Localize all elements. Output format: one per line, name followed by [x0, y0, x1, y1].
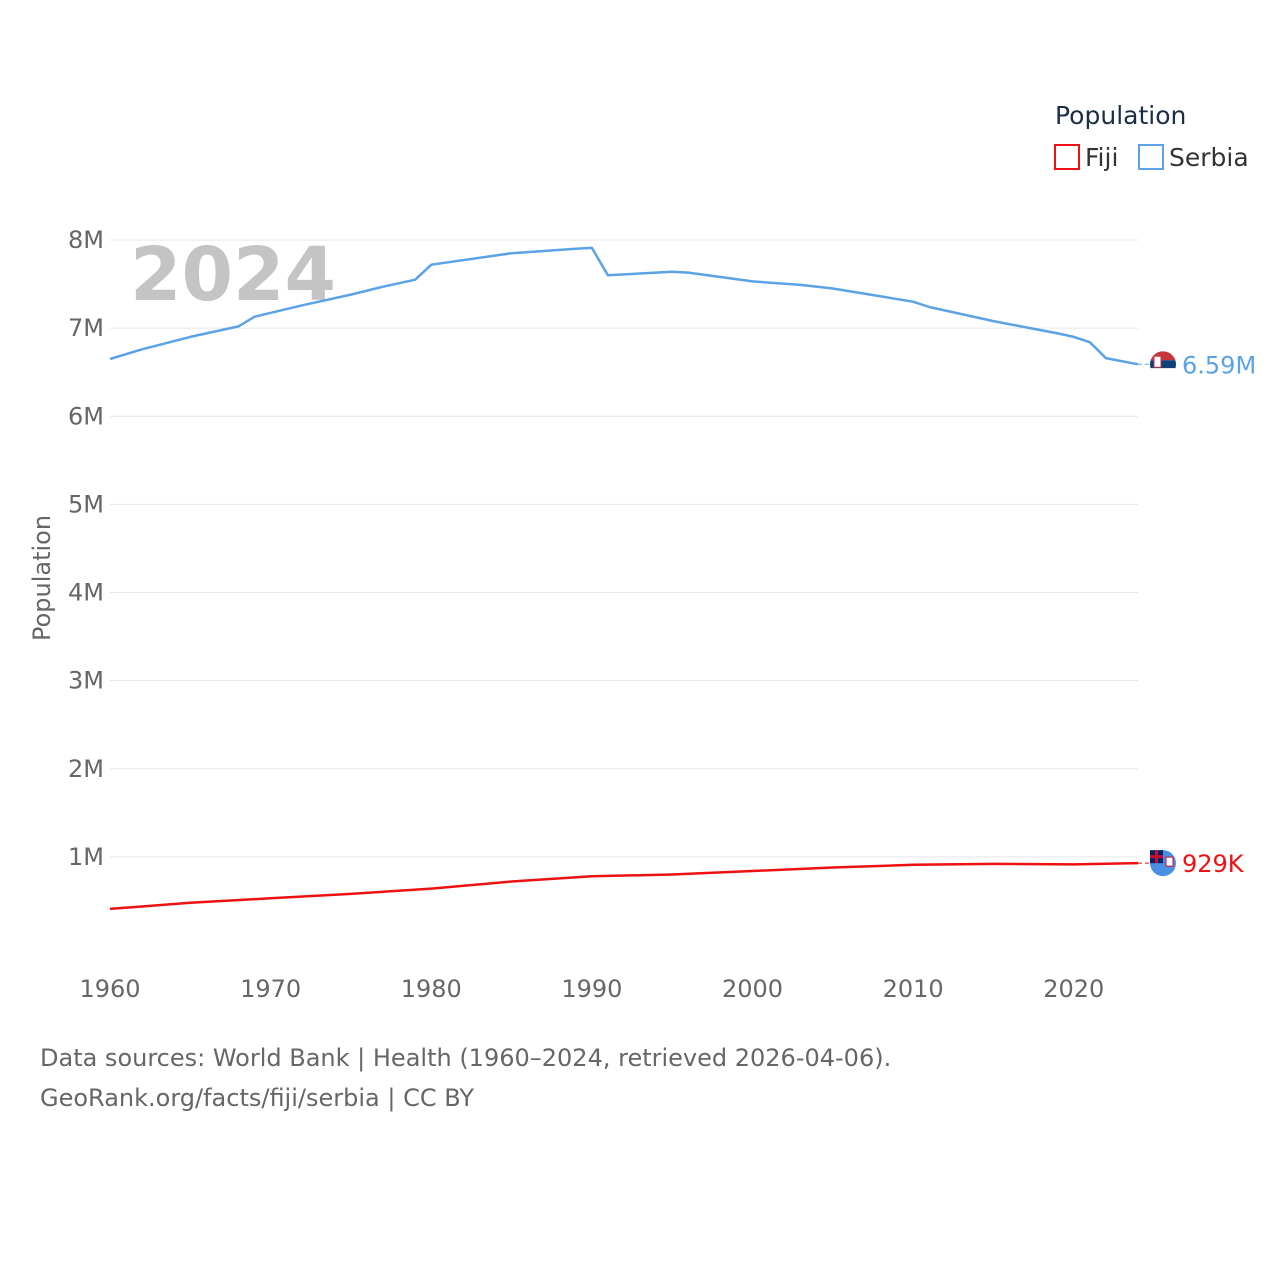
flag-icon-fiji	[1150, 850, 1176, 877]
gridlines	[110, 239, 1138, 858]
y-axis-label: Population	[28, 515, 56, 641]
y-tick-label: 7M	[68, 314, 104, 342]
legend-swatch-serbia	[1138, 144, 1164, 170]
y-axis-ticks: 1M 2M 3M 4M 5M 6M 7M 8M	[68, 226, 104, 871]
legend: Population Fiji Serbia	[1054, 101, 1249, 172]
year-watermark: 2024	[130, 232, 336, 318]
series-lines	[109, 246, 1139, 911]
x-tick-label: 1960	[79, 975, 140, 1003]
end-label-fiji: 929K	[1182, 850, 1245, 878]
y-tick-label: 4M	[68, 579, 104, 607]
y-tick-label: 2M	[68, 755, 104, 783]
x-tick-label: 1970	[240, 975, 301, 1003]
flag-emblem	[1153, 355, 1162, 368]
legend-title: Population	[1055, 101, 1186, 130]
y-tick-label: 3M	[68, 667, 104, 695]
flag-icon-serbia	[1150, 351, 1176, 378]
x-tick-label: 1990	[561, 975, 622, 1003]
x-tick-label: 2000	[722, 975, 783, 1003]
flag-stripe-white	[1150, 368, 1176, 378]
legend-item-fiji[interactable]: Fiji	[1054, 143, 1118, 172]
source-line-2[interactable]: GeoRank.org/facts/fiji/serbia | CC BY	[40, 1084, 475, 1112]
series-line-fiji	[109, 861, 1139, 911]
flag-stripe-red	[1150, 351, 1176, 361]
x-axis-ticks: 1960 1970 1980 1990 2000 2010 2020	[79, 975, 1104, 1003]
y-tick-label: 5M	[68, 490, 104, 518]
legend-swatch-fiji	[1054, 144, 1080, 170]
y-tick-label: 8M	[68, 226, 104, 254]
x-tick-label: 2020	[1043, 975, 1104, 1003]
series-line-serbia	[109, 246, 1139, 366]
y-tick-label: 1M	[68, 843, 104, 871]
flag-shield	[1165, 856, 1174, 867]
x-tick-label: 1980	[401, 975, 462, 1003]
series-end-markers: 929K 6.59M	[1138, 351, 1256, 878]
flag-stripes-serbia	[1150, 351, 1176, 378]
legend-label-serbia: Serbia	[1169, 143, 1249, 172]
source-line-1: Data sources: World Bank | Health (1960–…	[40, 1044, 892, 1072]
x-tick-label: 2010	[883, 975, 944, 1003]
flag-stripe-blue	[1150, 360, 1176, 369]
legend-item-serbia[interactable]: Serbia	[1138, 143, 1249, 172]
legend-label-fiji: Fiji	[1085, 143, 1118, 172]
end-label-serbia: 6.59M	[1182, 351, 1256, 379]
y-tick-label: 6M	[68, 402, 104, 430]
